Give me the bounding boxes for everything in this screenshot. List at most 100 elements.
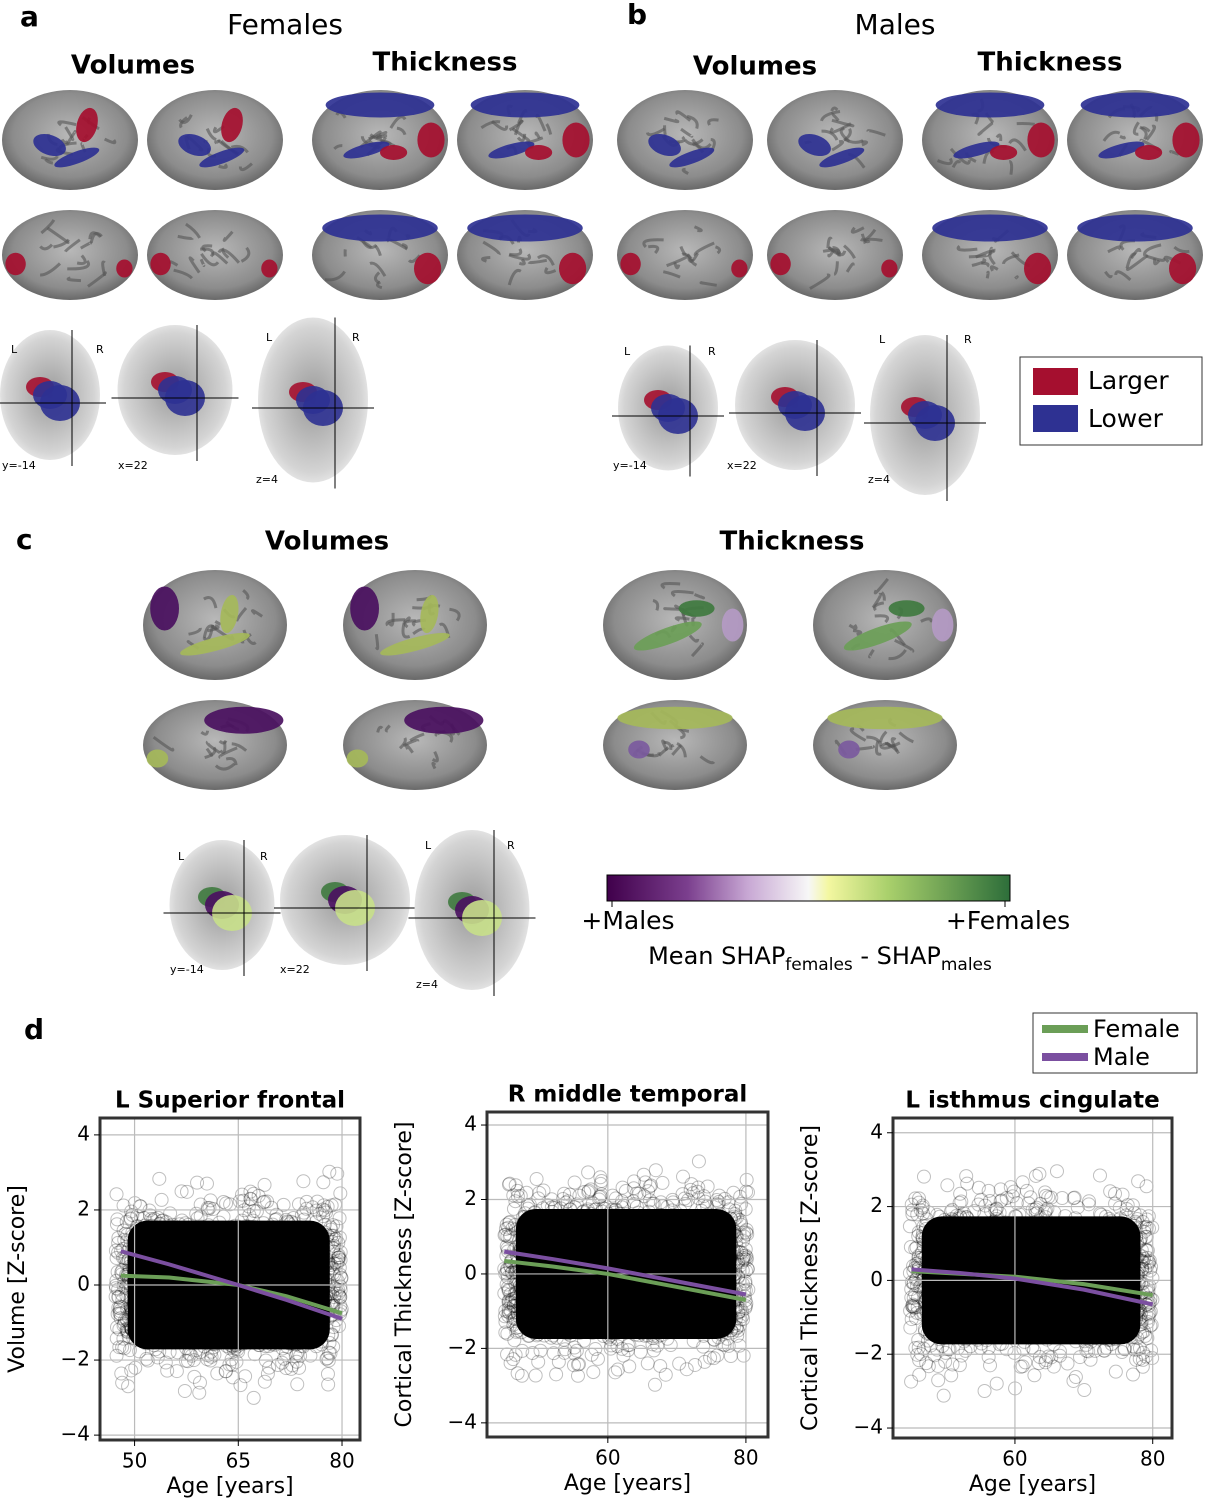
cloud-point xyxy=(1058,1289,1073,1304)
cloud-point xyxy=(1038,1188,1053,1203)
cloud-point xyxy=(636,1214,651,1229)
cloud-point xyxy=(264,1257,279,1272)
cloud-point xyxy=(629,1298,644,1313)
cloud-point xyxy=(500,1241,515,1256)
cloud-point xyxy=(517,1210,532,1225)
cloud-point xyxy=(522,1328,537,1343)
cloud-point xyxy=(694,1306,709,1321)
cloud-point xyxy=(223,1328,238,1343)
cloud-point xyxy=(1131,1277,1146,1292)
region xyxy=(819,147,865,168)
cloud-point xyxy=(184,1242,199,1257)
cloud-point xyxy=(540,1227,555,1242)
cloud-point xyxy=(1031,1223,1046,1238)
cloud-point xyxy=(197,1303,212,1318)
cloud-point xyxy=(705,1255,720,1270)
cloud-point xyxy=(1130,1268,1145,1283)
cloud-point xyxy=(197,1256,212,1271)
cloud-point xyxy=(275,1341,290,1356)
cloud-point xyxy=(522,1209,537,1224)
cloud-point xyxy=(663,1338,678,1353)
cloud-point xyxy=(619,1321,634,1336)
cloud-point xyxy=(503,1287,518,1302)
cloud-point xyxy=(988,1272,1003,1287)
cloud-point xyxy=(947,1296,962,1311)
cloud-point xyxy=(989,1201,1004,1216)
cloud-point xyxy=(962,1330,977,1345)
cloud-point xyxy=(184,1301,199,1316)
cloud-point xyxy=(1061,1306,1076,1321)
cloud-point xyxy=(548,1271,563,1286)
cloud-point xyxy=(1038,1355,1053,1370)
cloud-point xyxy=(198,1250,213,1265)
cloud-point xyxy=(904,1374,919,1389)
cloud-point xyxy=(596,1242,611,1257)
region xyxy=(404,706,484,734)
cloud-point xyxy=(1115,1271,1130,1286)
cloud-point xyxy=(262,1360,277,1375)
cloud-point xyxy=(232,1333,247,1348)
cloud-point xyxy=(569,1197,584,1212)
cloud-point xyxy=(1104,1309,1119,1324)
cloud-point xyxy=(226,1252,241,1267)
cloud-point xyxy=(312,1285,327,1300)
cloud-point xyxy=(953,1210,968,1225)
cloud-point xyxy=(647,1239,662,1254)
cloud-point xyxy=(915,1232,930,1247)
cloud-point xyxy=(666,1305,681,1320)
cloud-point xyxy=(1124,1316,1139,1331)
cloud-point xyxy=(958,1303,973,1318)
cloud-point xyxy=(332,1288,347,1303)
cloud-point xyxy=(621,1225,636,1240)
colorbar-title-part: - SHAP xyxy=(853,942,941,970)
cloud-point xyxy=(1137,1224,1152,1239)
cloud-point xyxy=(1072,1229,1087,1244)
cloud-point xyxy=(1061,1308,1076,1323)
region xyxy=(221,107,243,143)
cloud-point xyxy=(1034,1293,1049,1308)
cloud-point xyxy=(132,1344,147,1359)
cloud-point xyxy=(111,1282,126,1297)
cloud-point xyxy=(507,1242,522,1257)
cloud-point xyxy=(659,1314,674,1329)
cloud-point xyxy=(1021,1309,1036,1324)
cloud-point xyxy=(562,1187,577,1202)
cloud-point xyxy=(1114,1216,1129,1231)
cloud-point xyxy=(1118,1304,1133,1319)
cloud-point xyxy=(576,1231,591,1246)
cloud-point xyxy=(1106,1260,1121,1275)
cloud-point xyxy=(549,1330,564,1345)
cloud-point xyxy=(588,1285,603,1300)
cloud-point xyxy=(574,1314,589,1329)
cloud-point xyxy=(560,1283,575,1298)
cloud-point xyxy=(312,1250,327,1265)
cloud-point xyxy=(294,1245,309,1260)
cloud-point xyxy=(559,1264,574,1279)
cloud-point xyxy=(1135,1249,1150,1264)
cloud-point xyxy=(299,1255,314,1270)
cloud-point xyxy=(524,1222,539,1237)
region xyxy=(204,706,284,734)
cloud-point xyxy=(647,1315,662,1330)
cloud-point xyxy=(1119,1237,1134,1252)
cloud-point xyxy=(111,1290,126,1305)
sulcus xyxy=(693,225,703,233)
cloud-point xyxy=(144,1212,159,1227)
cloud-point xyxy=(1028,1202,1043,1217)
cloud-point xyxy=(720,1331,735,1346)
cloud-point xyxy=(206,1201,221,1216)
cloud-point xyxy=(704,1215,719,1230)
cloud-point xyxy=(924,1314,939,1329)
cloud-point xyxy=(159,1285,174,1300)
cloud-point xyxy=(1031,1356,1046,1371)
cloud-point xyxy=(507,1291,522,1306)
sulcus xyxy=(845,262,855,273)
colorbar-title-sub: males xyxy=(941,955,992,975)
cloud-point xyxy=(318,1254,333,1269)
cloud-point xyxy=(536,1309,551,1324)
cloud-point xyxy=(537,1281,552,1296)
region xyxy=(380,632,450,656)
cloud-point xyxy=(294,1312,309,1327)
cloud-point xyxy=(132,1199,147,1214)
